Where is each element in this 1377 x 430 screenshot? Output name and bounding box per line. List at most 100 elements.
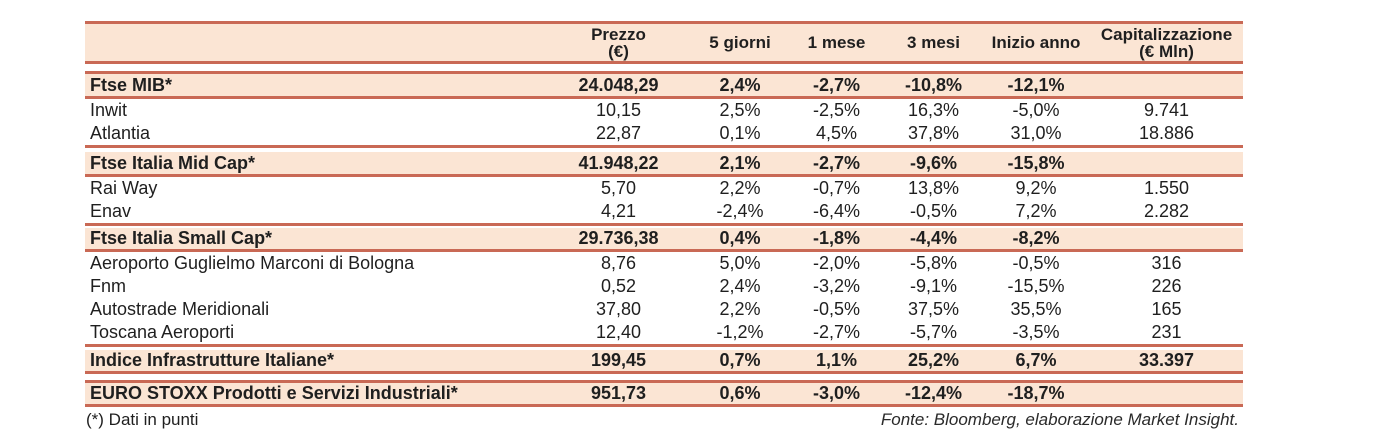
column-header-capitalizzazione: Capitalizzazione (€ Mln) <box>1100 24 1233 61</box>
cell-prezzo: 41.948,22 <box>578 152 659 173</box>
divider-line <box>85 404 1243 407</box>
cell-name: Ftse Italia Small Cap* <box>90 228 273 248</box>
cell-inizio-anno: 7,2% <box>1015 201 1057 221</box>
footnote-dati-in-punti: (*) Dati in punti <box>86 410 199 429</box>
cell-name: Rai Way <box>90 178 158 198</box>
cell-3-mesi: -9,1% <box>909 276 958 296</box>
column-header-5-giorni: 5 giorni <box>709 33 771 52</box>
cell-inizio-anno: -3,5% <box>1012 322 1060 342</box>
divider-line <box>85 223 1243 226</box>
divider-line <box>85 344 1243 347</box>
source-attribution: Fonte: Bloomberg, elaborazione Market In… <box>880 410 1239 429</box>
cell-prezzo: 37,80 <box>595 299 642 319</box>
cell-1-mese: -1,8% <box>812 228 861 248</box>
cell-1-mese: -0,5% <box>812 299 861 319</box>
spacer <box>85 64 1243 71</box>
cell-prezzo: 10,15 <box>595 100 642 120</box>
column-header-1-mese: 1 mese <box>807 33 866 52</box>
cell-inizio-anno: -5,0% <box>1012 100 1060 120</box>
cell-3-mesi: -5,7% <box>909 322 958 342</box>
cell-3-mesi: 37,5% <box>907 299 960 319</box>
cell-name: Inwit <box>90 100 128 120</box>
cell-name: Indice Infrastrutture Italiane* <box>90 350 335 370</box>
cell-capitalizzazione: 226 <box>1151 276 1182 296</box>
cell-capitalizzazione: 2.282 <box>1143 201 1190 221</box>
cell-inizio-anno: -15,8% <box>1007 152 1065 173</box>
cell-name: Aeroporto Guglielmo Marconi di Bologna <box>90 253 415 273</box>
cell-prezzo: 22,87 <box>595 123 642 143</box>
row-aeroporto-marconi-bologna: Aeroporto Guglielmo Marconi di Bologna 8… <box>85 252 1243 275</box>
cell-3-mesi: 25,2% <box>907 350 960 370</box>
cell-inizio-anno: -15,5% <box>1007 276 1065 296</box>
row-rai-way: Rai Way 5,70 2,2% -0,7% 13,8% 9,2% 1.550 <box>85 177 1243 200</box>
cell-5-giorni: 0,7% <box>719 350 761 370</box>
cell-3-mesi: 16,3% <box>907 100 960 120</box>
row-toscana-aeroporti: Toscana Aeroporti 12,40 -1,2% -2,7% -5,7… <box>85 321 1243 344</box>
cell-inizio-anno: -12,1% <box>1007 74 1065 95</box>
cell-prezzo: 5,70 <box>600 178 637 198</box>
cell-prezzo: 951,73 <box>590 383 647 403</box>
cell-prezzo: 8,76 <box>600 253 637 273</box>
cell-1-mese: -6,4% <box>812 201 861 221</box>
cell-prezzo: 199,45 <box>590 350 647 370</box>
column-header-3-mesi: 3 mesi <box>907 33 960 52</box>
cell-name: EURO STOXX Prodotti e Servizi Industrial… <box>90 383 458 403</box>
cell-1-mese: -0,7% <box>812 178 861 198</box>
cell-5-giorni: 0,6% <box>719 383 761 403</box>
row-euro-stoxx-prodotti-servizi-industriali: EURO STOXX Prodotti e Servizi Industrial… <box>85 383 1243 404</box>
cell-name: Fnm <box>90 276 126 296</box>
cell-name: Ftse Italia Mid Cap* <box>90 152 256 173</box>
cell-1-mese: -3,0% <box>812 383 861 403</box>
column-header-inizio-anno: Inizio anno <box>991 33 1081 52</box>
cell-capitalizzazione: 18.886 <box>1138 123 1195 143</box>
cell-1-mese: 1,1% <box>815 350 858 370</box>
cell-3-mesi: -10,8% <box>904 74 963 95</box>
cell-5-giorni: 2,1% <box>719 152 761 173</box>
cell-capitalizzazione: 1.550 <box>1143 178 1190 198</box>
divider-line <box>85 96 1243 99</box>
row-inwit: Inwit 10,15 2,5% -2,5% 16,3% -5,0% 9.741 <box>85 99 1243 122</box>
cell-capitalizzazione: 165 <box>1151 299 1182 319</box>
cell-3-mesi: -5,8% <box>909 253 958 273</box>
cell-3-mesi: 37,8% <box>907 123 960 143</box>
cell-prezzo: 24.048,29 <box>578 74 659 95</box>
cell-inizio-anno: -0,5% <box>1012 253 1060 273</box>
cell-1-mese: -2,0% <box>812 253 861 273</box>
cell-name: Enav <box>90 201 132 221</box>
column-header-prezzo: Prezzo (€) <box>591 24 646 61</box>
row-enav: Enav 4,21 -2,4% -6,4% -0,5% 7,2% 2.282 <box>85 200 1243 223</box>
cell-5-giorni: 2,4% <box>719 74 761 95</box>
cell-1-mese: -2,7% <box>812 152 861 173</box>
cell-capitalizzazione: 33.397 <box>1138 350 1195 370</box>
cell-3-mesi: 13,8% <box>907 178 960 198</box>
cell-5-giorni: 2,2% <box>719 299 761 319</box>
cell-prezzo: 4,21 <box>600 201 637 221</box>
table-header-row: Prezzo (€) 5 giorni 1 mese 3 mesi Inizio… <box>85 24 1243 61</box>
cell-name: Atlantia <box>90 123 151 143</box>
divider-line <box>85 21 1243 24</box>
cell-prezzo: 29.736,38 <box>578 228 659 248</box>
cell-capitalizzazione: 316 <box>1151 253 1182 273</box>
divider-line <box>85 249 1243 252</box>
cell-5-giorni: 0,1% <box>719 123 761 143</box>
cell-5-giorni: 2,4% <box>719 276 761 296</box>
market-performance-table: Prezzo (€) 5 giorni 1 mese 3 mesi Inizio… <box>85 21 1243 430</box>
divider-line <box>85 371 1243 374</box>
cell-5-giorni: 2,2% <box>719 178 761 198</box>
cell-name: Toscana Aeroporti <box>90 322 235 342</box>
divider-line <box>85 71 1243 74</box>
cell-5-giorni: 5,0% <box>719 253 761 273</box>
row-fnm: Fnm 0,52 2,4% -3,2% -9,1% -15,5% 226 <box>85 275 1243 298</box>
cell-capitalizzazione: 231 <box>1151 322 1182 342</box>
row-indice-infrastrutture-italiane: Indice Infrastrutture Italiane* 199,45 0… <box>85 350 1243 371</box>
row-autostrade-meridionali: Autostrade Meridionali 37,80 2,2% -0,5% … <box>85 298 1243 321</box>
table-footer: (*) Dati in punti Fonte: Bloomberg, elab… <box>85 409 1243 430</box>
row-atlantia: Atlantia 22,87 0,1% 4,5% 37,8% 31,0% 18.… <box>85 122 1243 145</box>
cell-5-giorni: -1,2% <box>716 322 764 342</box>
divider-line <box>85 174 1243 177</box>
cell-inizio-anno: 31,0% <box>1010 123 1062 143</box>
cell-name: Autostrade Meridionali <box>90 299 270 319</box>
cell-1-mese: -2,5% <box>812 100 861 120</box>
cell-3-mesi: -4,4% <box>909 228 958 248</box>
cell-5-giorni: 2,5% <box>719 100 761 120</box>
